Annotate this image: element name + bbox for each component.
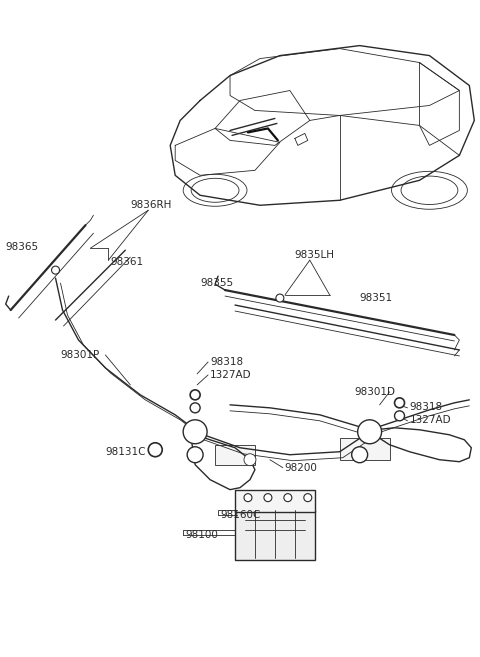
Text: 98355: 98355 bbox=[200, 278, 233, 288]
Ellipse shape bbox=[401, 176, 458, 204]
Text: 9836RH: 9836RH bbox=[130, 200, 172, 210]
Ellipse shape bbox=[304, 493, 312, 502]
Bar bbox=[340, 438, 390, 460]
Ellipse shape bbox=[244, 454, 256, 466]
Ellipse shape bbox=[392, 171, 468, 209]
Ellipse shape bbox=[264, 493, 272, 502]
Bar bbox=[215, 445, 255, 464]
Text: 98318: 98318 bbox=[210, 357, 243, 367]
Ellipse shape bbox=[191, 178, 239, 202]
Text: 98365: 98365 bbox=[6, 242, 39, 252]
Text: 9835LH: 9835LH bbox=[295, 250, 335, 260]
Text: 98351: 98351 bbox=[360, 293, 393, 303]
Ellipse shape bbox=[352, 447, 368, 463]
Ellipse shape bbox=[276, 294, 284, 302]
Ellipse shape bbox=[183, 174, 247, 206]
Bar bbox=[235, 489, 315, 512]
Ellipse shape bbox=[395, 411, 405, 420]
Ellipse shape bbox=[244, 493, 252, 502]
Text: 98301D: 98301D bbox=[355, 387, 396, 397]
Text: 98131C: 98131C bbox=[106, 447, 146, 457]
Ellipse shape bbox=[358, 420, 382, 443]
Text: 98361: 98361 bbox=[110, 257, 144, 267]
Ellipse shape bbox=[190, 403, 200, 413]
Ellipse shape bbox=[51, 266, 60, 274]
Text: 1327AD: 1327AD bbox=[409, 415, 451, 425]
Text: 98301P: 98301P bbox=[60, 350, 100, 360]
Text: 98200: 98200 bbox=[285, 463, 318, 472]
Text: 98160C: 98160C bbox=[220, 510, 261, 520]
Text: 98100: 98100 bbox=[185, 530, 218, 539]
Ellipse shape bbox=[148, 443, 162, 457]
Text: 1327AD: 1327AD bbox=[210, 370, 252, 380]
Text: 98318: 98318 bbox=[409, 402, 443, 412]
Ellipse shape bbox=[190, 390, 200, 400]
Ellipse shape bbox=[284, 493, 292, 502]
Ellipse shape bbox=[395, 398, 405, 408]
Ellipse shape bbox=[183, 420, 207, 443]
Ellipse shape bbox=[187, 447, 203, 463]
Bar bbox=[235, 510, 315, 560]
